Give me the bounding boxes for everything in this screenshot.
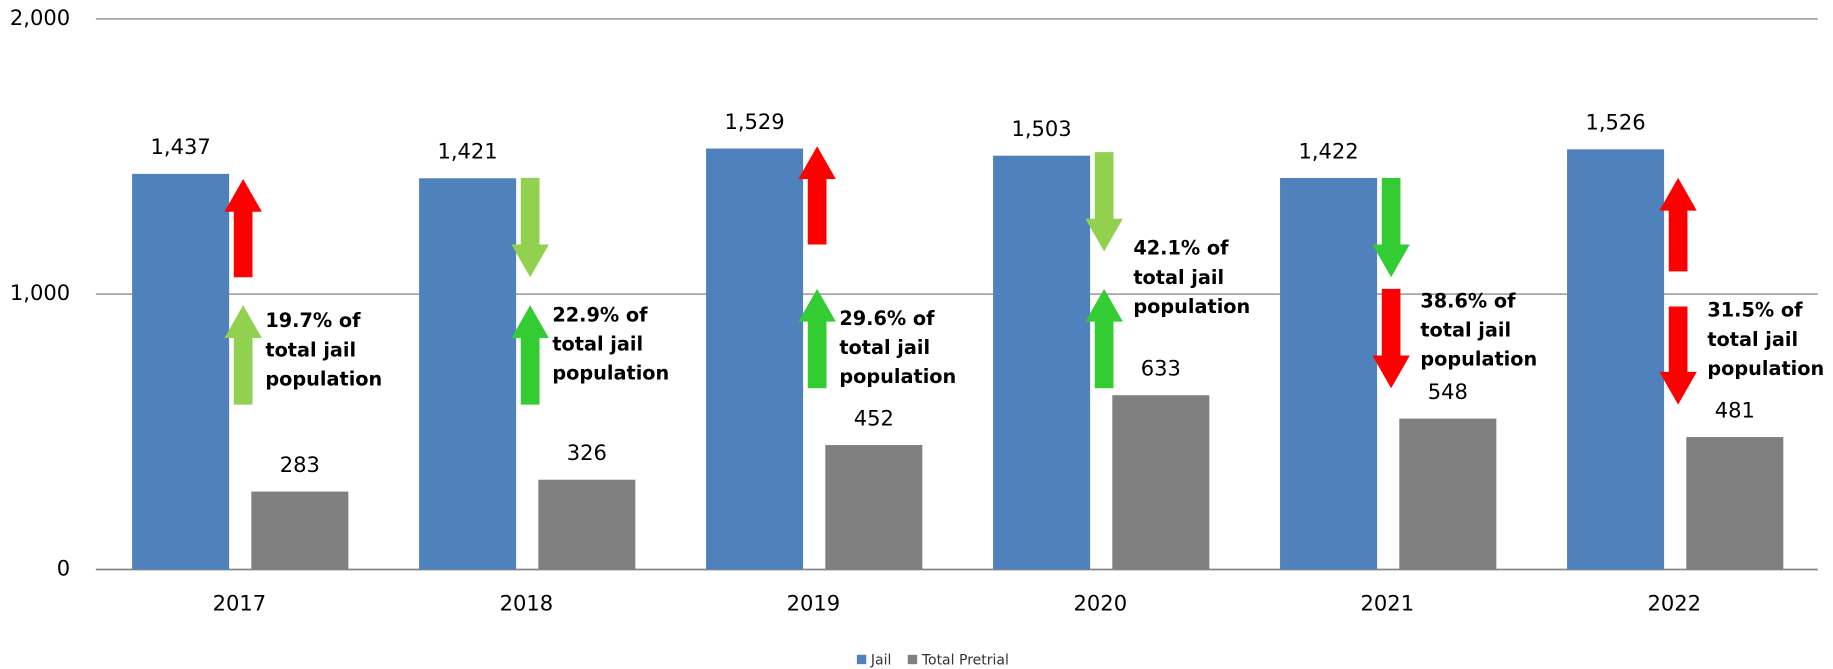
annotation: population: [839, 365, 956, 388]
annotation: total jail: [1133, 266, 1224, 289]
annotation: 29.6% of: [839, 307, 935, 330]
annotation: population: [1420, 348, 1537, 371]
annotation: total jail: [552, 333, 643, 356]
y-tick-label: 0: [57, 555, 70, 580]
x-tick-label: 2017: [213, 591, 267, 616]
bar: [251, 491, 349, 570]
annotation: population: [552, 362, 669, 385]
bar: [1112, 395, 1210, 570]
annotation: 31.5% of: [1707, 299, 1803, 322]
x-tick-label: 2019: [787, 591, 841, 616]
data-label: 633: [1141, 355, 1181, 380]
legend-swatch: [856, 654, 867, 665]
bar: [825, 445, 923, 570]
annotation: total jail: [1420, 318, 1511, 341]
bar: [419, 178, 517, 570]
arrow-down: [1372, 288, 1410, 389]
data-label: 1,529: [724, 109, 784, 134]
data-label: 1,421: [437, 139, 497, 164]
data-label: 326: [567, 440, 607, 465]
annotation: population: [1707, 357, 1824, 380]
annotation: population: [1133, 295, 1250, 318]
bar: [1280, 177, 1378, 570]
y-tick-label: 2,000: [10, 5, 70, 30]
arrow-down: [1085, 152, 1123, 252]
x-tick-label: 2021: [1361, 591, 1415, 616]
arrow-up: [798, 146, 836, 245]
annotation: total jail: [1707, 328, 1798, 351]
arrow-down: [1372, 177, 1410, 278]
data-label: 548: [1428, 379, 1468, 404]
data-label: 1,422: [1298, 138, 1358, 163]
annotation: total jail: [265, 338, 356, 361]
x-tick-label: 2022: [1648, 591, 1702, 616]
data-label: 1,437: [151, 134, 211, 159]
x-tick-label: 2020: [1074, 591, 1128, 616]
arrow-up: [511, 305, 549, 405]
arrow-down: [1659, 306, 1697, 405]
bar: [538, 479, 636, 570]
data-label: 283: [280, 452, 320, 477]
bar: [993, 155, 1091, 570]
annotation: population: [265, 368, 382, 391]
bar: [706, 148, 804, 570]
annotation: 19.7% of: [265, 309, 361, 332]
data-label: 1,526: [1585, 110, 1645, 135]
arrow-up: [224, 179, 262, 278]
x-tick-label: 2018: [500, 591, 554, 616]
arrow-up: [1659, 177, 1697, 272]
annotation: 38.6% of: [1420, 289, 1516, 312]
data-label: 1,503: [1011, 116, 1071, 141]
bar: [1686, 437, 1784, 570]
annotation: 42.1% of: [1133, 237, 1229, 260]
legend-label: Jail: [870, 653, 892, 669]
arrow-up: [1085, 288, 1123, 389]
y-tick-label: 1,000: [10, 280, 70, 305]
data-label: 452: [854, 405, 894, 430]
annotation: 22.9% of: [552, 303, 648, 326]
arrow-up: [224, 305, 262, 405]
arrow-down: [511, 177, 549, 278]
bar: [1399, 418, 1497, 570]
bar: [132, 173, 230, 570]
arrow-up: [798, 288, 836, 389]
legend-swatch: [907, 654, 918, 665]
legend-label: Total Pretrial: [921, 653, 1009, 669]
annotation: total jail: [839, 336, 930, 359]
bar: [1567, 149, 1665, 570]
data-label: 481: [1715, 397, 1755, 422]
